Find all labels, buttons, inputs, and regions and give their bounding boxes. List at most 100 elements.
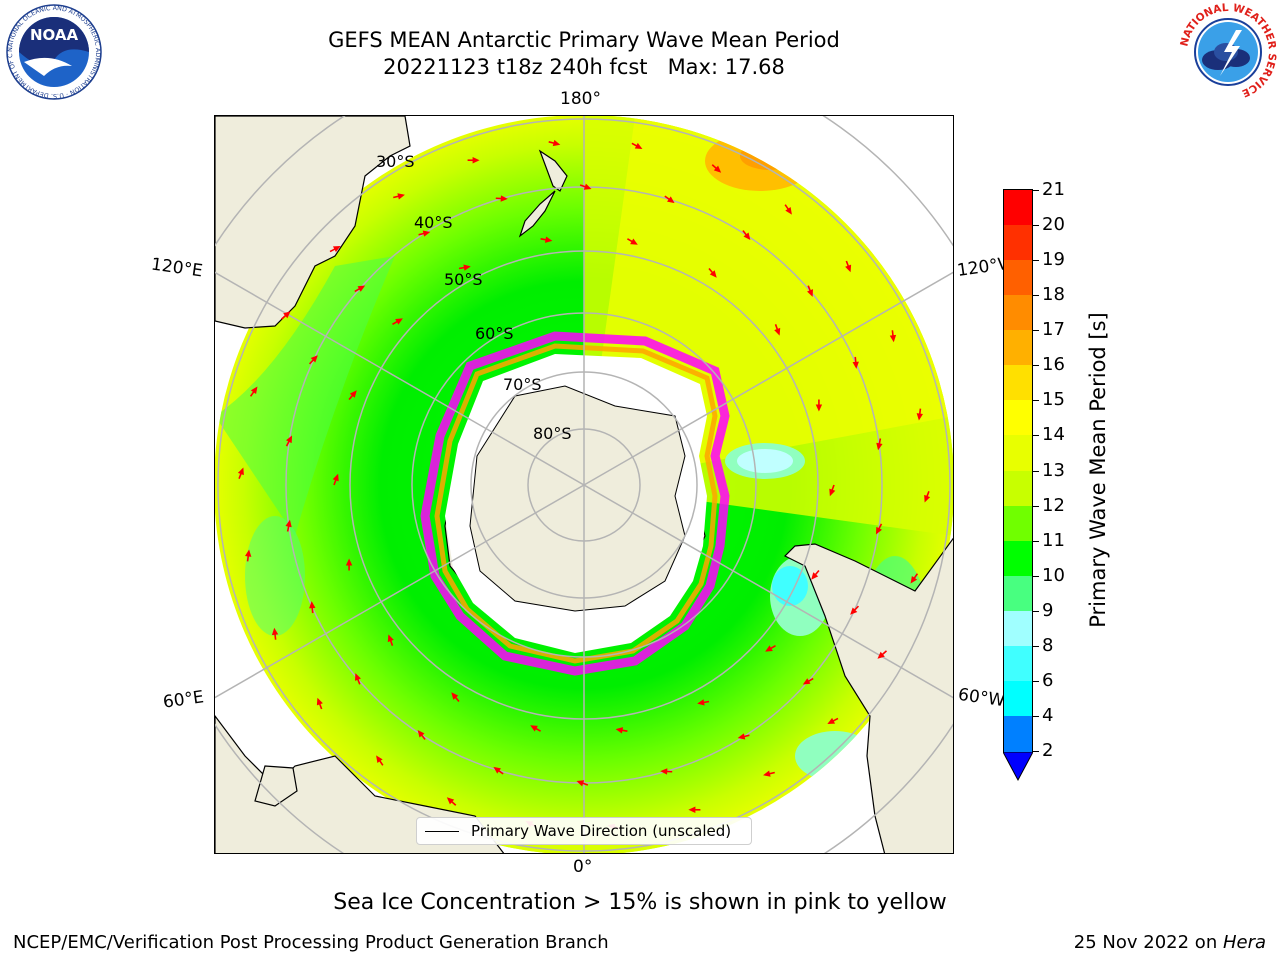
wave-arrow-head xyxy=(709,270,717,278)
colorbar-segment xyxy=(1004,435,1032,471)
colorbar-tick-label: 4 xyxy=(1042,704,1054,726)
wave-arrow-head xyxy=(332,246,341,253)
colorbar-segment xyxy=(1004,470,1032,507)
colorbar-tick-mark xyxy=(1033,190,1039,191)
wave-arrow-head xyxy=(349,390,357,398)
colorbar-tick-label: 13 xyxy=(1042,459,1065,481)
colorbar-segment xyxy=(1004,575,1032,612)
wave-arrow-head xyxy=(463,264,471,271)
colorbar-segment xyxy=(1004,645,1032,682)
colorbar-tick-mark xyxy=(1033,540,1039,542)
colorbar-tick-label: 20 xyxy=(1042,214,1065,236)
colorbar xyxy=(1003,189,1033,752)
antarctic-map xyxy=(214,115,954,854)
wave-arrow-head xyxy=(387,634,394,643)
wave-arrow-head xyxy=(354,673,361,681)
colorbar-segment xyxy=(1004,715,1032,752)
lat-label-40s: 40°S xyxy=(414,213,453,232)
colorbar-segment xyxy=(1004,295,1032,331)
wave-arrow-head xyxy=(630,238,638,245)
wave-arrow-head xyxy=(332,473,339,482)
wave-arrow-head xyxy=(852,361,859,369)
wave-arrow-head xyxy=(283,311,291,319)
colorbar-tick-mark xyxy=(1033,751,1039,752)
lat-label-60s: 60°S xyxy=(475,324,514,343)
wave-arrow-head xyxy=(237,467,244,476)
colorbar-tick-mark xyxy=(1033,435,1039,437)
wave-arrow-head xyxy=(552,139,561,147)
colorbar-tick-label: 14 xyxy=(1042,424,1065,446)
colorbar-tick-label: 21 xyxy=(1042,179,1065,200)
wave-arrow-head xyxy=(309,601,316,609)
wave-arrow-head xyxy=(811,572,819,580)
wave-arrow-head xyxy=(316,697,323,706)
colorbar-tick-mark xyxy=(1033,610,1039,612)
footer-date: 25 Nov 2022 on Hera xyxy=(1074,932,1266,953)
lon-label-60e: 60°E xyxy=(161,687,206,713)
wave-arrow-head xyxy=(285,519,292,528)
colorbar-tick-label: 12 xyxy=(1042,494,1065,516)
colorbar-tick-label: 19 xyxy=(1042,249,1065,271)
chart-subtitle-run: 20221123 t18z 240h fcst Max: 17.68 xyxy=(383,55,785,79)
colorbar-tick-mark xyxy=(1033,470,1039,472)
colorbar-tick-mark xyxy=(1033,295,1039,297)
wave-arrow-head xyxy=(774,327,781,336)
lat-label-50s: 50°S xyxy=(444,270,483,289)
wave-arrow-head xyxy=(924,494,931,503)
colorbar-segment xyxy=(1004,540,1032,577)
lon-label-60w: 60°W xyxy=(956,684,1007,712)
colorbar-segment xyxy=(1004,400,1032,436)
wave-arrow-head xyxy=(802,678,811,685)
lat-label-80s: 80°S xyxy=(533,424,572,443)
colorbar-tick-mark xyxy=(1033,225,1039,227)
wave-arrow-head xyxy=(765,645,773,652)
lat-label-70s: 70°S xyxy=(503,375,542,394)
colorbar-tick-label: 15 xyxy=(1042,389,1065,411)
wave-arrow-head xyxy=(286,435,293,444)
colorbar-segment xyxy=(1004,330,1032,366)
wave-arrow-head xyxy=(889,334,897,343)
wave-arrow-head xyxy=(544,236,553,243)
wave-arrow-head xyxy=(697,699,705,706)
colorbar-segment xyxy=(1004,365,1032,401)
wave-arrow-head xyxy=(376,755,383,763)
nws-logo: NATIONAL WEATHER SERVICE xyxy=(1176,2,1280,102)
wave-arrow-head xyxy=(829,488,836,497)
sea-ice-note: Sea Ice Concentration > 15% is shown in … xyxy=(333,890,947,915)
lon-label-120e: 120°E xyxy=(149,254,204,282)
colorbar-segment xyxy=(1004,610,1032,647)
colorbar-tick-mark xyxy=(1033,715,1039,717)
lon-label-180: 180° xyxy=(560,89,601,109)
colorbar-tick-label: 9 xyxy=(1042,599,1054,621)
wave-arrow-head xyxy=(634,142,643,149)
colorbar-segment xyxy=(1004,260,1032,296)
wave-arrow-head xyxy=(345,558,353,566)
wave-arrow-head xyxy=(827,717,836,724)
colorbar-title: Primary Wave Mean Period [s] xyxy=(1086,312,1110,628)
wave-arrow-head xyxy=(310,355,318,363)
wave-arrow-head xyxy=(737,733,746,740)
wave-arrow-head xyxy=(451,692,459,700)
wave-arrow-head xyxy=(807,289,814,297)
colorbar-tick-label: 2 xyxy=(1042,740,1054,761)
colorbar-tick-label: 10 xyxy=(1042,564,1065,586)
wave-arrow-head xyxy=(815,404,823,412)
wave-arrow-head xyxy=(615,727,624,734)
wave-arrow-head xyxy=(472,157,480,164)
footer-organization: NCEP/EMC/Verification Post Processing Pr… xyxy=(13,932,609,953)
legend-line-icon xyxy=(425,830,459,832)
wave-arrow-head xyxy=(785,207,792,215)
colorbar-tick-label: 11 xyxy=(1042,529,1065,551)
lat-label-30s: 30°S xyxy=(376,152,415,171)
colorbar-segment xyxy=(1004,505,1032,542)
legend-label: Primary Wave Direction (unscaled) xyxy=(471,822,732,840)
colorbar-tick-label: 8 xyxy=(1042,634,1054,656)
wave-arrow-head xyxy=(417,729,425,738)
wave-arrow-head xyxy=(877,651,885,659)
wave-arrow-head xyxy=(357,285,366,292)
wave-arrow-head xyxy=(397,193,405,200)
wave-arrow-head xyxy=(422,230,431,237)
colorbar-segment xyxy=(1004,680,1032,717)
colorbar-tick-mark xyxy=(1033,260,1039,262)
wave-arrow-head xyxy=(245,549,252,557)
